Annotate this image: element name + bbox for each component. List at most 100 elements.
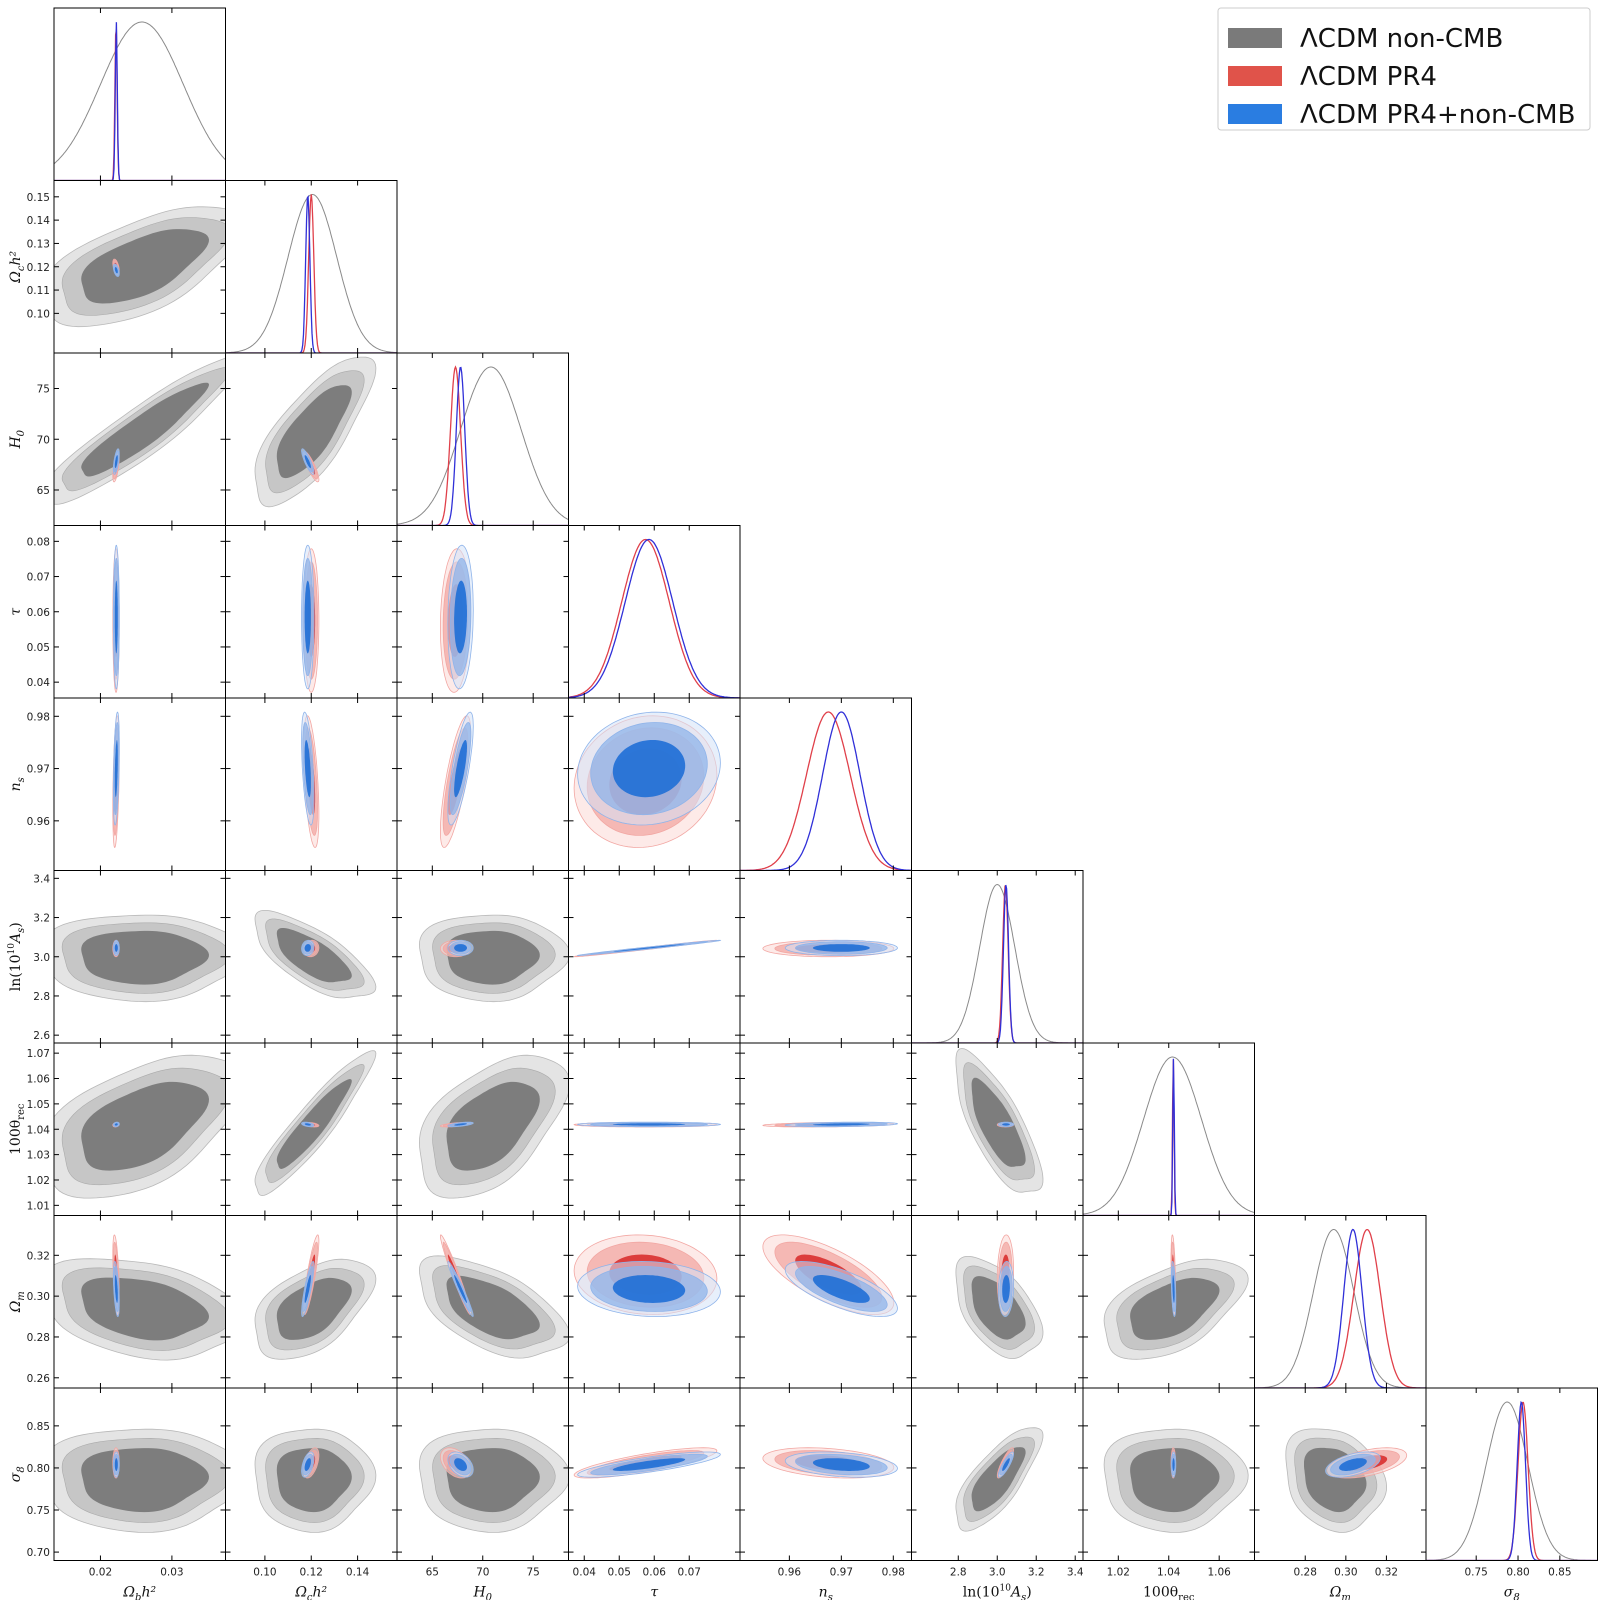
y-axis-label-theta: 100θrec (8, 1103, 27, 1155)
legend-entry-label: ΛCDM PR4+non-CMB (1300, 100, 1575, 130)
contour-nonCMB-1sigma (446, 1275, 540, 1340)
panel-sigma8-vs-omegach2: 0.10 0.12 0.14 (225, 1387, 398, 1579)
legend-frame (1217, 7, 1591, 131)
y-tick-label: 0.07 (27, 572, 50, 584)
x-tick-label: 0.06 (643, 1567, 667, 1579)
x-axis-label-omegam: Ωm (1329, 1585, 1351, 1600)
marginal-PR4 (54, 29, 226, 181)
contour-PR4nonCMB-1sigma (454, 1458, 467, 1471)
legend-swatch (1228, 104, 1282, 124)
y-tick-label: 0.30 (27, 1291, 50, 1303)
contour-PR4nonCMB-1sigma (304, 1275, 311, 1303)
y-tick-label: 0.97 (27, 764, 50, 776)
contour-PR4nonCMB-1sigma (304, 580, 311, 654)
contour-PR4nonCMB-1sigma (612, 1275, 686, 1303)
contour-PR4nonCMB-1sigma (812, 1275, 870, 1303)
panel-theta-vs-omegach2 (225, 1042, 398, 1216)
x-tick-label: 1.02 (1107, 1567, 1130, 1579)
contour-PR4nonCMB-1sigma (612, 1123, 686, 1126)
x-tick-label: 0.05 (608, 1567, 631, 1579)
marginal-PR4 (740, 711, 912, 871)
contour-PR4nonCMB-1sigma (114, 1123, 118, 1126)
contour-PR4nonCMB-1sigma (304, 944, 311, 952)
y-tick-label: 0.70 (27, 1547, 50, 1559)
panel-ns-vs-omegach2 (225, 697, 398, 871)
marginal-nonCMB (911, 883, 1083, 1043)
y-tick-label: 1.01 (27, 1200, 50, 1212)
legend-swatch (1228, 66, 1282, 86)
contour-nonCMB-1sigma (81, 382, 209, 477)
contour-PR4nonCMB-1sigma (454, 740, 467, 798)
y-tick-label: 1.05 (27, 1099, 50, 1111)
panel-frame (568, 870, 741, 1044)
panel-sigma8-vs-omegam: 0.28 0.30 0.32 (1254, 1387, 1427, 1579)
contour-PR4nonCMB-1sigma (1339, 1458, 1367, 1471)
contour-PR4nonCMB-1sigma (454, 944, 467, 952)
panel-frame (1254, 1215, 1427, 1389)
marginal-PR4 (568, 538, 740, 698)
panel-frame (396, 352, 569, 526)
x-axis-label-theta: 100θrec (1143, 1585, 1195, 1600)
panel-frame (396, 697, 569, 871)
y-tick-label: 0.28 (27, 1332, 50, 1344)
y-tick-label: 1.03 (27, 1150, 50, 1162)
x-tick-label: 0.75 (1464, 1567, 1487, 1579)
marginal-nonCMB (1254, 1229, 1426, 1388)
x-tick-label: 0.85 (1548, 1567, 1571, 1579)
y-tick-label: 0.06 (27, 607, 51, 619)
contour-PR4nonCMB-1sigma (114, 944, 118, 952)
panel-H0-vs-omegabh2: 65 70 75 (37, 352, 226, 526)
marginal-PR4nonCMB (740, 711, 912, 871)
panel-frame (396, 525, 569, 699)
y-axis-label-tau: τ (8, 608, 24, 616)
y-tick-label: 0.80 (27, 1463, 50, 1475)
legend-entry-label: ΛCDM PR4 (1300, 62, 1437, 92)
contour-nonCMB-1sigma (971, 1447, 1026, 1512)
x-tick-label: 1.04 (1157, 1567, 1181, 1579)
panel-theta-vs-ns (739, 1042, 912, 1216)
x-tick-label: 0.98 (882, 1567, 905, 1579)
x-tick-label: 0.97 (830, 1567, 853, 1579)
contour-nonCMB-1sigma (446, 1081, 540, 1171)
y-tick-label: 2.8 (33, 991, 50, 1003)
x-tick-label: 0.32 (1375, 1567, 1398, 1579)
panel-ns-vs-omegabh2: 0.96 0.97 0.98 (27, 697, 226, 871)
panel-omegabh2-vs-omegabh2 (53, 7, 226, 181)
legend-swatch (1228, 28, 1282, 48)
contour-PR4nonCMB-1sigma (1002, 1123, 1010, 1126)
contour-PR4nonCMB-1sigma (114, 580, 118, 654)
contour-PR4nonCMB-1sigma (454, 1275, 467, 1303)
contour-PR4nonCMB-1sigma (454, 1123, 467, 1126)
panel-logA-vs-H0 (396, 870, 569, 1044)
y-tick-label: 0.98 (27, 711, 50, 723)
marginal-PR4nonCMB (225, 194, 397, 353)
panel-frame (1425, 1387, 1598, 1561)
panel-sigma8-vs-H0: 65 70 75 (396, 1387, 569, 1579)
marginal-PR4nonCMB (54, 22, 226, 181)
panel-omegam-vs-logA (911, 1215, 1084, 1389)
y-tick-label: 0.05 (27, 642, 50, 654)
panel-omegam-vs-omegabh2: 0.26 0.28 0.30 0.32 (27, 1215, 226, 1389)
contour-PR4nonCMB-1sigma (114, 1275, 118, 1303)
panel-theta-vs-logA (911, 1042, 1084, 1216)
panel-ns-vs-ns (739, 697, 912, 871)
panel-frame (739, 697, 912, 871)
contour-PR4nonCMB-1sigma (612, 1458, 686, 1471)
contour-PR4nonCMB-1sigma (612, 740, 686, 798)
panel-frame (53, 525, 226, 699)
contour-PR4nonCMB-1sigma (114, 1458, 118, 1471)
y-axis-label-logA: ln(1010As) (7, 922, 27, 991)
y-tick-label: 0.08 (27, 536, 50, 548)
x-axis-label-omegabh2: Ωbh² (122, 1585, 156, 1600)
panel-sigma8-vs-ns: 0.96 0.97 0.98 (739, 1387, 912, 1579)
legend: ΛCDM non-CMB ΛCDM PR4 ΛCDM PR4+non-CMB (1217, 7, 1591, 131)
panel-H0-vs-omegach2 (225, 352, 398, 526)
panel-frame (911, 870, 1084, 1044)
panel-sigma8-vs-theta: 1.02 1.04 1.06 (1082, 1387, 1255, 1579)
y-tick-label: 0.04 (27, 677, 51, 689)
contour-nonCMB-1sigma (276, 1448, 352, 1513)
y-tick-label: 65 (37, 485, 50, 497)
x-axis-label-tau: τ (650, 1585, 658, 1600)
x-axis-label-H0: H0 (472, 1585, 492, 1600)
